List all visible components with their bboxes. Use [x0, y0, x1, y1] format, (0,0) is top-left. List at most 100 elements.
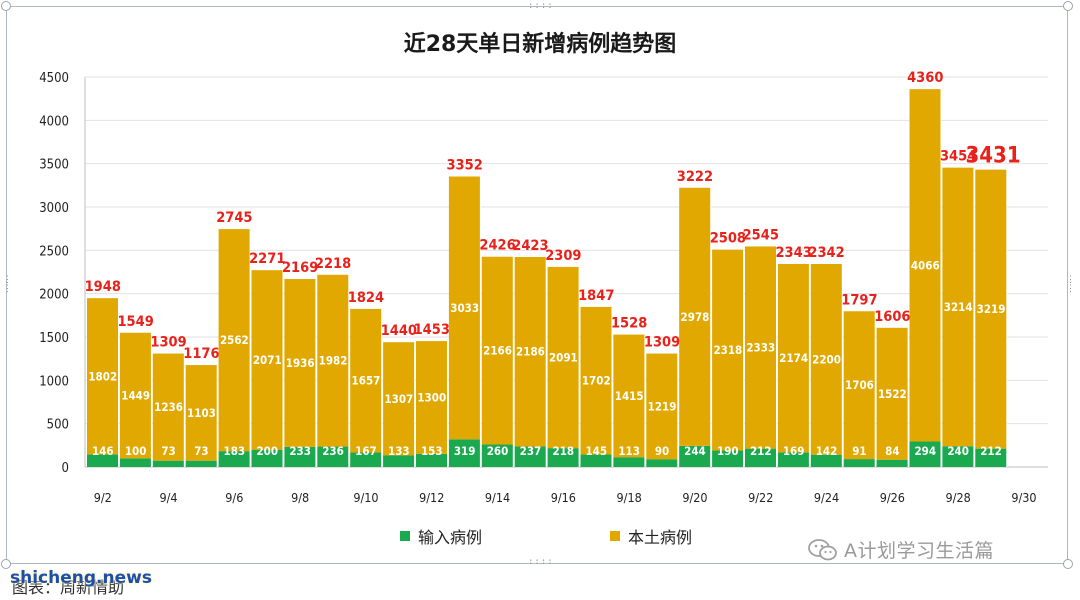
total-label: 1549: [117, 314, 153, 330]
data-label-local: 1219: [648, 399, 677, 413]
data-label-local: 3214: [944, 300, 973, 314]
watermark: A计划学习生活篇: [808, 536, 994, 563]
x-tick-label: 9/6: [225, 490, 243, 505]
total-label: 1847: [578, 288, 614, 304]
bar-imported: [87, 454, 119, 467]
bar-local: [514, 257, 547, 447]
bar-local: [613, 334, 645, 458]
bar-local: [284, 279, 316, 447]
data-label-local: 2333: [746, 341, 775, 355]
data-label-local: 2562: [220, 333, 249, 347]
total-label: 4360: [907, 70, 943, 86]
x-tick-label: 9/30: [1011, 490, 1036, 505]
x-tick-label: 9/12: [419, 490, 444, 505]
bar-imported: [185, 460, 218, 467]
total-label: 3222: [677, 169, 713, 185]
resize-handle-top[interactable]: ::::: [528, 1, 554, 11]
data-label-local: 2091: [549, 350, 578, 364]
bar-local: [810, 264, 843, 455]
chart-title: 近28天单日新增病例趋势图: [403, 32, 677, 57]
resize-handle-bottom-left[interactable]: [1, 559, 11, 569]
data-label-imported: 169: [783, 444, 805, 458]
data-label-imported: 113: [618, 444, 640, 458]
total-label: 1309: [644, 335, 680, 351]
data-label-imported: 212: [750, 444, 772, 458]
data-label-local: 1103: [187, 406, 216, 420]
data-label-imported: 84: [885, 444, 899, 458]
total-label: 2342: [808, 245, 844, 261]
x-tick-label: 9/18: [617, 490, 642, 505]
bar-imported: [448, 439, 481, 467]
data-label-imported: 183: [224, 444, 246, 458]
bar-imported: [218, 451, 251, 467]
y-tick-label: 2500: [39, 244, 69, 259]
bar-imported: [416, 453, 448, 467]
data-label-local: 2186: [516, 345, 545, 359]
y-tick-label: 4000: [39, 114, 69, 129]
total-label: 2426: [479, 238, 515, 254]
data-label-local: 2174: [779, 351, 808, 365]
data-label-local: 1236: [154, 400, 183, 414]
resize-handle-bottom-right[interactable]: [1063, 559, 1073, 569]
x-tick-label: 9/10: [353, 490, 378, 505]
bar-local: [646, 353, 678, 460]
y-tick-label: 2000: [39, 288, 69, 303]
legend-swatch-local: [610, 531, 620, 541]
total-label: 1606: [874, 309, 910, 325]
bar-local: [580, 306, 612, 455]
legend-swatch-imported: [400, 531, 410, 541]
data-label-local: 1802: [88, 369, 117, 383]
data-label-local: 2071: [253, 353, 282, 367]
data-label-local: 1449: [121, 389, 150, 403]
bar-local: [745, 246, 777, 449]
bar-imported: [975, 448, 1007, 467]
total-label: 1440: [381, 323, 417, 339]
bar-local: [251, 270, 283, 450]
resize-handle-bottom[interactable]: ::::: [528, 557, 554, 567]
data-label-local: 2200: [812, 352, 841, 366]
total-label: 1176: [183, 346, 219, 362]
caption: 图表：周新情助: [12, 578, 125, 597]
data-label-imported: 190: [717, 444, 739, 458]
bar-local: [448, 176, 481, 440]
y-tick-label: 1000: [39, 374, 69, 389]
y-tick-label: 1500: [39, 331, 69, 346]
bar-local: [383, 342, 415, 456]
data-label-imported: 212: [980, 444, 1002, 458]
resize-handle-top-right[interactable]: [1063, 1, 1073, 11]
bar-local: [481, 256, 514, 445]
resize-handle-top-left[interactable]: [1, 1, 11, 11]
data-label-local: 2318: [713, 343, 742, 357]
bar-imported: [679, 445, 711, 467]
data-label-imported: 294: [914, 444, 936, 458]
total-label: 1528: [611, 316, 647, 332]
data-label-imported: 133: [388, 444, 410, 458]
wechat-icon: [808, 538, 837, 560]
data-label-imported: 260: [487, 444, 509, 458]
bar-imported: [810, 454, 843, 467]
bar-imported: [251, 449, 283, 467]
data-label-local: 1702: [582, 374, 611, 388]
data-label-local: 1300: [417, 390, 446, 404]
bar-imported: [876, 459, 909, 467]
total-label: 2343: [775, 245, 811, 261]
bar-imported: [712, 450, 744, 467]
bar-local: [317, 274, 349, 447]
total-label: 2545: [743, 227, 779, 243]
bar-imported: [317, 446, 349, 467]
bar-imported: [481, 444, 514, 467]
bar-imported: [350, 452, 382, 467]
bar-imported: [152, 460, 185, 467]
total-label: 3431: [966, 144, 1021, 169]
data-label-local: 1522: [878, 387, 907, 401]
x-tick-label: 9/22: [748, 490, 773, 505]
y-tick-label: 3500: [39, 158, 69, 173]
data-label-local: 2166: [483, 344, 512, 358]
data-label-imported: 142: [816, 444, 838, 458]
legend-label-imported: 输入病例: [418, 528, 483, 547]
bar-imported: [547, 448, 580, 467]
x-tick-label: 9/8: [291, 490, 309, 505]
data-label-local: 3033: [450, 301, 479, 315]
bar-local: [777, 263, 810, 453]
data-label-imported: 153: [421, 444, 443, 458]
